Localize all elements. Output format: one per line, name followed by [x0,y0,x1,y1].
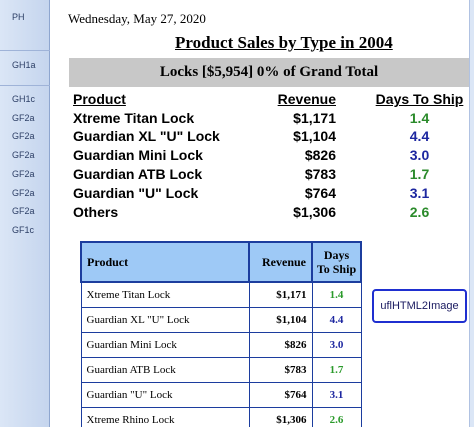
table-cell-days: 2.6 [311,406,362,427]
summary-days: 1.7 [409,166,430,182]
table-cell-revenue: $1,104 [248,306,313,333]
gutter-label-gf2a[interactable]: GF2a [12,169,35,179]
table-cell-product: Guardian ATB Lock [80,356,250,383]
table-cell-days: 4.4 [311,306,362,333]
gutter-label-gf2a[interactable]: GF2a [12,113,35,123]
gutter-label-gh1a[interactable]: GH1a [12,60,36,70]
summary-days: 3.1 [409,185,430,201]
table-header-days-line2: To Ship [316,262,357,276]
summary-product: Guardian "U" Lock [73,185,199,201]
summary-revenue: $783 [304,166,336,182]
table-cell-revenue: $1,306 [248,406,313,427]
table-row: Guardian XL "U" Lock $1,104 4.4 [80,306,362,333]
section-gutter: PH GH1a GH1c GF2a GF2a GF2a GF2a GF2a GF… [0,0,50,427]
table-row: Guardian Mini Lock $826 3.0 [80,331,362,358]
summary-days: 1.4 [409,110,430,126]
table-cell-days: 3.1 [311,381,362,408]
gutter-separator [0,50,50,51]
summary-product: Xtreme Titan Lock [73,110,195,126]
table-header-product: Product [80,241,250,283]
gutter-label-gf2a[interactable]: GF2a [12,131,35,141]
summary-header-revenue: Revenue [277,91,336,107]
summary-product: Guardian Mini Lock [73,147,203,163]
report-title: Product Sales by Type in 2004 [175,33,393,52]
summary-days: 4.4 [409,128,430,144]
table-cell-product: Xtreme Rhino Lock [80,406,250,427]
gutter-label-gf2a[interactable]: GF2a [12,150,35,160]
summary-header-days: Days To Ship [375,91,464,107]
table-cell-product: Xtreme Titan Lock [80,281,250,308]
table-cell-revenue: $826 [248,331,313,358]
table-row: Xtreme Rhino Lock $1,306 2.6 [80,406,362,427]
gutter-label-gf2a[interactable]: GF2a [12,188,35,198]
table-cell-days: 1.7 [311,356,362,383]
table-header-revenue: Revenue [248,241,313,283]
table-cell-revenue: $1,171 [248,281,313,308]
gutter-label-gf2a[interactable]: GF2a [12,206,35,216]
group-banner: Locks [$5,954] 0% of Grand Total [69,58,469,87]
summary-revenue: $1,104 [293,128,336,144]
table-cell-revenue: $783 [248,356,313,383]
summary-revenue: $1,171 [293,110,336,126]
summary-days: 2.6 [409,204,430,220]
table-cell-product: Guardian "U" Lock [80,381,250,408]
summary-product: Guardian ATB Lock [73,166,203,182]
summary-revenue: $1,306 [293,204,336,220]
summary-product: Guardian XL "U" Lock [73,128,220,144]
table-cell-days: 3.0 [311,331,362,358]
summary-revenue: $764 [304,185,336,201]
table-cell-product: Guardian Mini Lock [80,331,250,358]
gutter-separator [0,85,50,86]
product-sales-table: Product Revenue Days To Ship Xtreme Titan… [80,241,362,427]
summary-days: 3.0 [409,147,430,163]
gutter-label-gf1c[interactable]: GF1c [12,225,35,235]
table-cell-revenue: $764 [248,381,313,408]
table-row: Guardian "U" Lock $764 3.1 [80,381,362,408]
table-row: Xtreme Titan Lock $1,171 1.4 [80,281,362,308]
right-edge-band [469,0,474,427]
summary-header-product: Product [73,91,126,107]
table-row: Guardian ATB Lock $783 1.7 [80,356,362,383]
table-header-days-line1: Days [323,248,350,262]
summary-product: Others [73,204,119,220]
table-header-row: Product Revenue Days To Ship [80,241,362,283]
table-header-days: Days To Ship [311,241,362,283]
html2image-component[interactable]: uflHTML2Image [372,289,467,323]
gutter-label-gh1c[interactable]: GH1c [12,94,36,104]
summary-revenue: $826 [304,147,336,163]
table-cell-product: Guardian XL "U" Lock [80,306,250,333]
table-cell-days: 1.4 [311,281,362,308]
report-date: Wednesday, May 27, 2020 [68,11,206,26]
gutter-label-ph[interactable]: PH [12,12,25,22]
